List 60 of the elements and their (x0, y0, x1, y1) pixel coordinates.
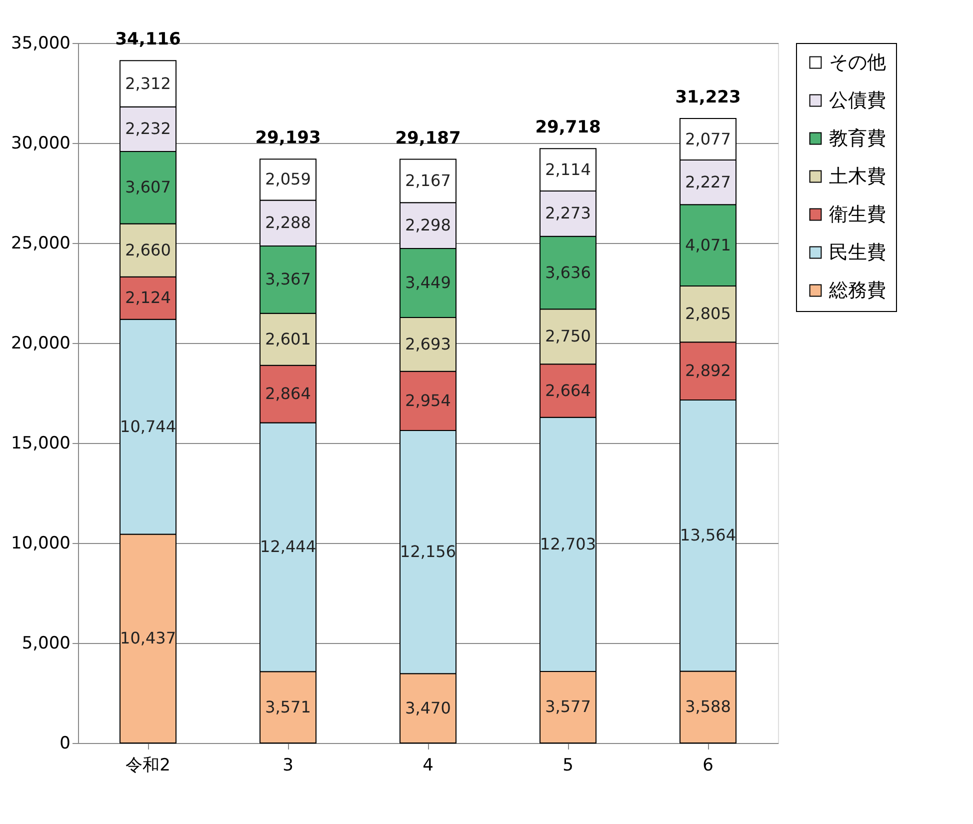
data-label: 12,703 (540, 534, 596, 554)
data-label: 3,449 (405, 273, 451, 292)
data-label: 2,114 (545, 160, 591, 179)
data-label: 2,059 (265, 170, 311, 189)
data-label: 2,693 (405, 334, 451, 354)
data-label: 3,577 (545, 697, 591, 716)
x-tick-label: 3 (282, 756, 294, 776)
data-label: 13,564 (680, 526, 736, 545)
x-tick-label: 6 (702, 756, 714, 776)
y-tick-label: 15,000 (11, 434, 70, 454)
x-tick-label: 4 (422, 756, 434, 776)
data-label: 2,232 (125, 119, 171, 138)
data-label: 2,601 (265, 329, 311, 348)
data-label: 4,071 (685, 235, 731, 254)
total-label: 29,193 (255, 128, 321, 148)
data-label: 2,227 (685, 172, 731, 192)
data-label: 2,954 (405, 390, 451, 410)
data-label: 2,312 (125, 74, 171, 93)
legend-label: 総務費 (828, 280, 886, 302)
y-tick-label: 20,000 (11, 334, 70, 354)
data-label: 2,124 (125, 288, 171, 308)
data-label: 3,607 (125, 178, 171, 197)
data-label: 3,470 (405, 698, 451, 718)
legend-label: 公債費 (829, 90, 886, 112)
y-tick-label: 25,000 (11, 234, 70, 254)
y-tick-label: 5,000 (22, 634, 70, 654)
y-tick-label: 0 (60, 734, 70, 754)
data-label: 10,437 (120, 628, 176, 648)
data-label: 2,077 (685, 129, 731, 148)
data-label: 2,892 (685, 361, 731, 380)
data-label: 3,588 (685, 697, 731, 716)
total-label: 34,116 (115, 30, 181, 50)
total-label: 29,187 (395, 128, 461, 148)
data-label: 3,367 (265, 270, 311, 289)
data-label: 2,660 (125, 240, 171, 260)
legend-label: 衛生費 (829, 204, 886, 226)
data-label: 3,636 (545, 262, 591, 282)
y-tick-label: 10,000 (11, 534, 70, 554)
legend-label: その他 (829, 52, 886, 74)
legend-label: 土木費 (829, 166, 886, 188)
data-label: 10,744 (120, 416, 176, 436)
x-tick-label: 5 (562, 756, 574, 776)
data-label: 12,444 (260, 537, 316, 556)
legend-label: 民生費 (829, 242, 886, 264)
data-label: 2,167 (405, 170, 451, 190)
y-tick-label: 30,000 (11, 134, 70, 154)
data-label: 2,298 (405, 216, 451, 235)
total-label: 31,223 (675, 88, 741, 108)
data-label: 2,288 (265, 213, 311, 232)
data-label: 3,571 (265, 697, 311, 716)
x-tick-label: 令和2 (126, 756, 170, 776)
data-label: 2,750 (545, 326, 591, 346)
total-label: 29,718 (535, 118, 601, 138)
data-label: 2,864 (265, 384, 311, 404)
data-label: 2,273 (545, 204, 591, 223)
y-tick-label: 35,000 (11, 34, 70, 54)
legend-label: 教育費 (829, 128, 886, 150)
data-label: 12,156 (400, 542, 456, 562)
data-label: 2,664 (545, 380, 591, 400)
data-label: 2,805 (685, 304, 731, 324)
